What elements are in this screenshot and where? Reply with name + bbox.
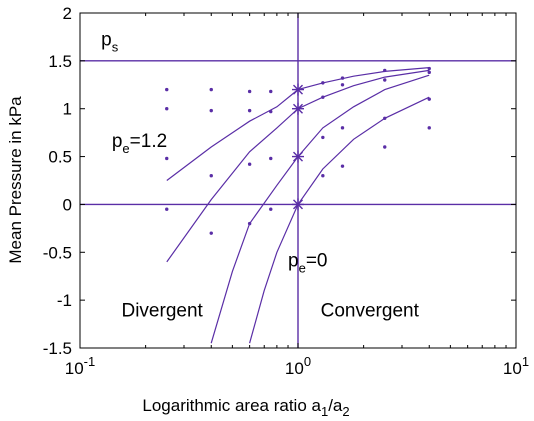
data-point (269, 109, 273, 114)
data-point (427, 97, 431, 101)
y-axis-label: Mean Pressure in kPa (6, 96, 25, 264)
star-marker (292, 83, 304, 96)
axis-ticks (79, 12, 517, 349)
data-point (383, 116, 387, 120)
data-point (165, 156, 169, 161)
star-stroke-d2 (293, 151, 303, 162)
data-point (165, 87, 169, 92)
data-point (247, 89, 252, 94)
y-tick-label: -1 (57, 291, 72, 310)
data-point (165, 207, 169, 211)
annotation-divergent: Divergent (121, 300, 203, 321)
star-stroke-d2 (293, 199, 303, 210)
data-point (321, 174, 325, 178)
data-point (209, 231, 213, 235)
tick-labels: -1.5 -1 -0.5 0 0.5 1 1.5 2 10-1 100 101 (43, 4, 529, 378)
scatter-points (165, 66, 431, 235)
data-point (340, 164, 345, 168)
data-point (383, 145, 387, 149)
data-point (209, 87, 213, 92)
star-marker (292, 198, 304, 211)
data-point (427, 126, 431, 130)
annotation-pe0: pe=0 (288, 251, 327, 276)
data-point (427, 70, 431, 75)
annotation-convergent: Convergent (321, 300, 420, 321)
star-markers (292, 83, 304, 211)
annotation-ps: ps (101, 30, 119, 55)
series-line-3 (249, 96, 430, 344)
data-point (383, 78, 387, 82)
annotation-pe12: pe=1.2 (112, 131, 167, 156)
x-tick-label: 10-1 (65, 354, 95, 378)
y-tick-label: 0.5 (48, 148, 72, 167)
x-axis-label: Logarithmic area ratio a1/a2 (142, 396, 349, 419)
star-marker (292, 150, 304, 163)
y-tick-label: 2 (63, 4, 72, 23)
data-point (383, 68, 387, 73)
data-point (165, 107, 169, 111)
data-point (321, 95, 325, 99)
y-tick-label: -0.5 (43, 243, 72, 262)
y-tick-label: 1.5 (48, 52, 72, 71)
data-point (269, 89, 273, 94)
star-stroke-d2 (293, 84, 303, 95)
star-marker (292, 102, 304, 115)
star-stroke-d2 (293, 103, 303, 114)
data-point (427, 66, 431, 71)
y-tick-label: 1 (63, 100, 72, 119)
y-tick-label: -1.5 (43, 339, 72, 358)
data-point (340, 83, 345, 87)
x-tick-label: 100 (285, 354, 311, 378)
data-point (269, 207, 273, 211)
data-point (321, 81, 325, 85)
y-tick-label: 0 (63, 195, 72, 214)
data-point (209, 108, 213, 113)
data-point (340, 76, 345, 80)
annotations: ps pe=1.2 pe=0 Divergent Convergent (101, 30, 419, 322)
x-tick-label: 101 (503, 354, 529, 378)
data-point (321, 135, 325, 140)
data-point (340, 126, 345, 130)
data-point (247, 162, 252, 166)
data-point (209, 174, 213, 178)
data-point (269, 156, 273, 161)
data-point (247, 108, 252, 113)
data-point (247, 221, 252, 226)
